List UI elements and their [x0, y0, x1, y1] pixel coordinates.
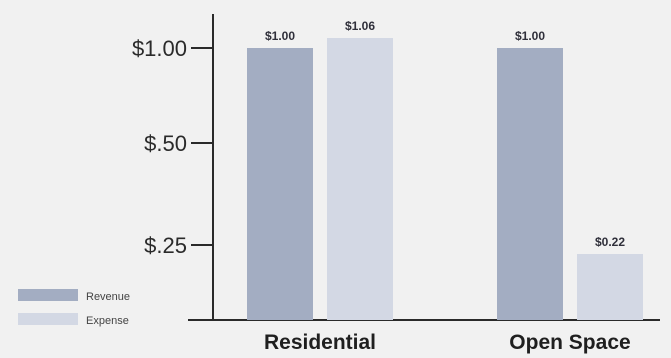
legend-swatch-revenue: [18, 289, 78, 301]
x-category-label: Open Space: [509, 331, 630, 354]
bar-expense-open-space: [577, 254, 643, 320]
y-tick-label: $1.00: [132, 36, 187, 61]
legend-swatch-expense: [18, 313, 78, 325]
legend-label-revenue: Revenue: [86, 291, 130, 303]
bar-expense-residential: [327, 38, 393, 320]
bar-data-label: $1.00: [515, 29, 545, 43]
bar-data-label: $1.00: [265, 29, 295, 43]
bar-revenue-open-space: [497, 48, 563, 320]
x-category-label: Residential: [264, 331, 376, 354]
bar-revenue-residential: [247, 48, 313, 320]
y-tick-label: $.50: [144, 131, 187, 156]
bar-data-label: $1.06: [345, 19, 375, 33]
legend-label-expense: Expense: [86, 315, 129, 327]
bar-data-label: $0.22: [595, 235, 625, 249]
y-tick-label: $.25: [144, 233, 187, 258]
